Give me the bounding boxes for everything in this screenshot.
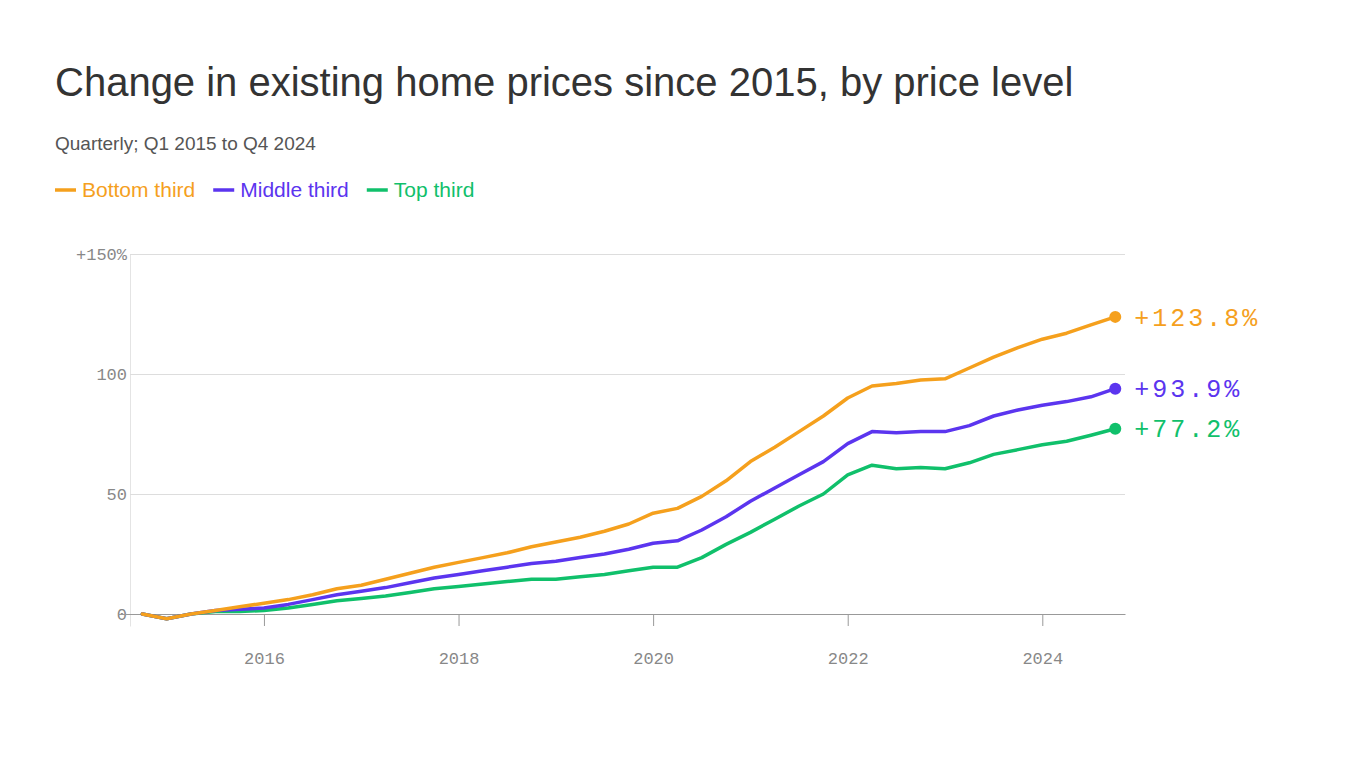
data-label: +123.8%: [1134, 305, 1260, 334]
x-tick: 2022: [828, 614, 869, 669]
x-tick: 2024: [1022, 614, 1063, 669]
grid-line: [130, 254, 1125, 255]
y-axis-line: [130, 255, 131, 627]
x-tick-label: 2020: [633, 650, 674, 669]
title: Change in existing home prices since 201…: [55, 60, 1073, 104]
legend-swatch: [367, 188, 388, 192]
y-tick-label: +150%: [76, 246, 128, 265]
legend-label: Top third: [394, 178, 475, 201]
legend-label: Bottom third: [82, 178, 195, 201]
x-tick: 2016: [244, 614, 285, 669]
x-tick-mark: [264, 614, 265, 626]
data-label: +77.2%: [1134, 416, 1242, 445]
legend-swatch: [55, 188, 76, 192]
y-tick: +150%: [76, 246, 1125, 265]
legend-item: Bottom third: [55, 178, 195, 201]
x-axis: 2016 2018 2020 2022 2024: [119, 614, 1126, 669]
x-tick-mark: [459, 614, 460, 626]
grid-line: [130, 374, 1125, 375]
y-tick-label: 0: [117, 606, 127, 625]
legend: Bottom third Middle third Top third: [55, 178, 474, 201]
series-line: [142, 389, 1115, 619]
x-tick-mark: [1042, 614, 1043, 626]
end-dot: [1109, 311, 1121, 323]
y-tick-label: 50: [107, 486, 127, 505]
x-tick-label: 2024: [1022, 650, 1063, 669]
y-axis: 0 50 100 +150%: [76, 246, 1125, 627]
y-tick-label: 100: [96, 366, 127, 385]
x-tick: 2018: [439, 614, 480, 669]
plot-area: [142, 311, 1121, 619]
x-tick-label: 2022: [828, 650, 869, 669]
legend-item: Top third: [367, 178, 475, 201]
x-axis-line: [119, 614, 1126, 615]
x-tick: 2020: [633, 614, 674, 669]
end-dot: [1109, 423, 1121, 435]
x-tick-mark: [653, 614, 654, 626]
x-tick-label: 2016: [244, 650, 285, 669]
legend-item: Middle third: [213, 178, 349, 201]
subtitle: Quarterly; Q1 2015 to Q4 2024: [55, 133, 316, 154]
x-tick-label: 2018: [439, 650, 480, 669]
chart: Change in existing home prices since 201…: [0, 0, 1366, 768]
data-label: +93.9%: [1134, 376, 1242, 405]
y-tick: 50: [107, 486, 1125, 505]
legend-label: Middle third: [240, 178, 349, 201]
grid-line: [130, 494, 1125, 495]
end-dot: [1109, 383, 1121, 395]
legend-swatch: [213, 188, 234, 192]
x-tick-mark: [848, 614, 849, 626]
series-line: [142, 317, 1115, 619]
data-labels: +123.8% +93.9% +77.2%: [1134, 305, 1260, 446]
